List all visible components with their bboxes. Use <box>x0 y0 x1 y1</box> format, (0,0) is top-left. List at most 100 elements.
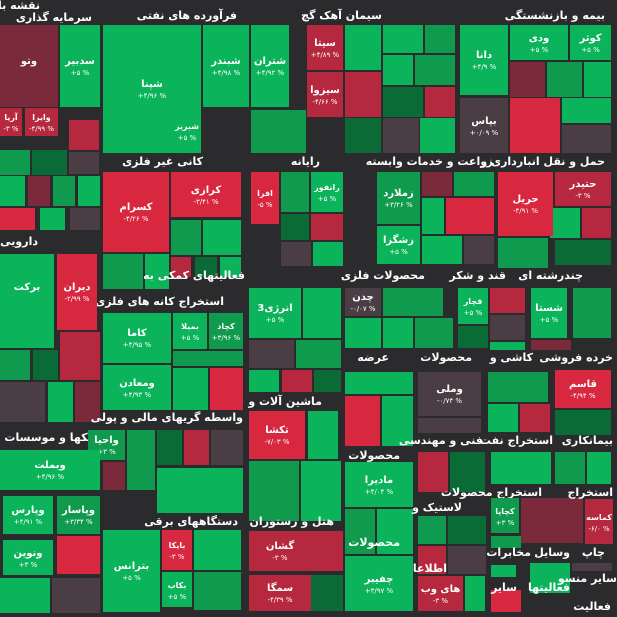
stock-tile[interactable] <box>203 220 241 255</box>
stock-tile[interactable] <box>60 332 100 380</box>
stock-tile[interactable]: های وب -۳ % <box>418 576 463 611</box>
stock-tile[interactable] <box>184 430 209 465</box>
stock-tile[interactable] <box>345 396 380 446</box>
stock-tile[interactable] <box>521 498 583 543</box>
stock-tile[interactable] <box>345 509 375 554</box>
stock-tile[interactable] <box>0 176 25 206</box>
stock-tile[interactable] <box>303 288 341 338</box>
stock-tile[interactable]: کماسه -۶/۰ % <box>585 499 613 544</box>
stock-tile[interactable]: کرازی -۳/۴۱ % <box>171 172 241 217</box>
stock-tile[interactable]: سیتا +۴/۸۹ % <box>307 25 343 70</box>
sector-title[interactable]: رایانه <box>290 155 320 168</box>
stock-tile[interactable] <box>491 565 516 577</box>
sector-title[interactable]: مخابرات <box>486 546 531 559</box>
stock-tile[interactable] <box>173 351 243 366</box>
sector-title[interactable]: کاشی و <box>489 351 533 364</box>
sector-title[interactable]: محصولات فلزی <box>340 269 425 282</box>
stock-tile[interactable] <box>450 452 485 492</box>
sector-title[interactable]: بانکها و موسسات <box>4 431 100 444</box>
stock-tile[interactable] <box>491 590 521 612</box>
stock-tile[interactable] <box>48 382 73 422</box>
stock-tile[interactable] <box>418 546 446 574</box>
stock-tile[interactable]: شستا +۵ % <box>531 288 567 338</box>
stock-tile[interactable] <box>32 150 67 175</box>
sector-title[interactable]: چندرشته ای <box>518 269 583 282</box>
stock-tile[interactable]: افرا -۵ % <box>251 172 279 224</box>
stock-tile[interactable] <box>194 530 241 570</box>
stock-tile[interactable] <box>70 208 100 230</box>
stock-tile[interactable] <box>415 55 455 85</box>
stock-tile[interactable] <box>171 220 201 255</box>
stock-tile[interactable] <box>425 87 455 117</box>
stock-tile[interactable]: حتیدر -۳ % <box>555 172 611 206</box>
stock-tile[interactable] <box>210 368 243 410</box>
sector-title[interactable]: چاپ <box>581 546 605 559</box>
stock-tile[interactable] <box>311 214 343 240</box>
stock-tile[interactable]: کسرام -۴/۲۶ % <box>103 172 169 252</box>
stock-tile[interactable] <box>345 318 381 348</box>
stock-tile[interactable] <box>0 150 30 175</box>
stock-tile[interactable]: بترانس +۵ % <box>103 530 160 612</box>
stock-tile[interactable]: ومعادن +۴/۹۳ % <box>103 365 171 410</box>
sector-title[interactable]: بیمه و بازنشستگی <box>504 9 605 22</box>
stock-tile[interactable] <box>383 118 419 153</box>
sector-title[interactable]: عرضه <box>357 351 389 364</box>
stock-tile[interactable] <box>345 25 381 70</box>
stock-tile[interactable] <box>75 382 100 422</box>
stock-tile[interactable] <box>251 110 306 153</box>
stock-tile[interactable] <box>458 326 488 348</box>
stock-tile[interactable]: وتو <box>0 25 58 107</box>
stock-tile[interactable] <box>573 288 611 338</box>
sector-title[interactable]: ساير منسو <box>557 572 617 585</box>
stock-tile[interactable] <box>220 257 241 277</box>
stock-tile[interactable] <box>383 25 423 53</box>
sector-title[interactable]: ماشین آلات و <box>248 395 322 408</box>
stock-tile[interactable] <box>103 254 143 289</box>
stock-tile[interactable] <box>345 118 381 153</box>
stock-tile[interactable]: بایکا -۳ % <box>162 530 192 570</box>
stock-tile[interactable] <box>311 575 343 611</box>
sector-title[interactable]: محصولات <box>348 536 400 549</box>
stock-tile[interactable] <box>127 430 155 490</box>
sector-title[interactable]: سیمان آهک گچ <box>301 9 382 22</box>
stock-tile[interactable] <box>454 172 494 196</box>
stock-tile[interactable] <box>28 176 50 206</box>
stock-tile[interactable] <box>195 257 217 277</box>
stock-tile[interactable] <box>422 236 462 264</box>
stock-tile[interactable] <box>40 208 65 230</box>
stock-tile[interactable] <box>488 404 518 432</box>
stock-tile[interactable] <box>383 87 423 117</box>
sector-title[interactable]: استخراج کانه های فلزی <box>95 295 224 308</box>
stock-tile[interactable]: بکاب +۵ % <box>162 572 192 607</box>
stock-tile[interactable] <box>420 118 455 153</box>
stock-tile[interactable] <box>171 257 191 277</box>
stock-tile[interactable] <box>547 62 582 97</box>
stock-tile[interactable]: رانفور +۵ % <box>311 172 343 212</box>
stock-tile[interactable] <box>313 242 343 266</box>
sector-title[interactable]: استخراج <box>567 486 613 499</box>
sector-title[interactable]: محصولات <box>348 449 400 462</box>
stock-tile[interactable]: آریا -۳ % <box>0 108 22 136</box>
sector-title[interactable]: دستگاههای برقی <box>144 515 238 528</box>
stock-tile[interactable] <box>530 563 570 593</box>
stock-tile[interactable] <box>211 430 243 465</box>
stock-tile[interactable] <box>314 370 341 392</box>
stock-tile[interactable] <box>281 242 311 266</box>
stock-tile[interactable]: بپاس +۰/۰۹ % <box>460 98 508 153</box>
stock-tile[interactable]: تکشا -۷/۰۳ % <box>249 411 305 459</box>
stock-tile[interactable] <box>194 572 241 610</box>
stock-tile[interactable] <box>464 236 494 264</box>
sector-title[interactable]: واسطه گریهای مالی و پولی <box>90 411 243 424</box>
stock-tile[interactable] <box>422 172 452 196</box>
stock-tile[interactable] <box>281 214 309 240</box>
stock-tile[interactable]: برکت <box>0 254 54 330</box>
sector-title[interactable]: محصولات <box>420 351 472 364</box>
stock-tile[interactable] <box>418 516 446 544</box>
sector-title[interactable]: خرده فروشی <box>539 351 613 364</box>
sector-title[interactable]: استخراج محصولات <box>440 486 542 499</box>
sector-title[interactable]: بیمانکاری <box>561 434 613 447</box>
stock-tile[interactable] <box>52 578 100 613</box>
stock-tile[interactable] <box>415 318 453 348</box>
stock-tile[interactable] <box>555 452 585 484</box>
stock-tile[interactable] <box>157 430 182 465</box>
